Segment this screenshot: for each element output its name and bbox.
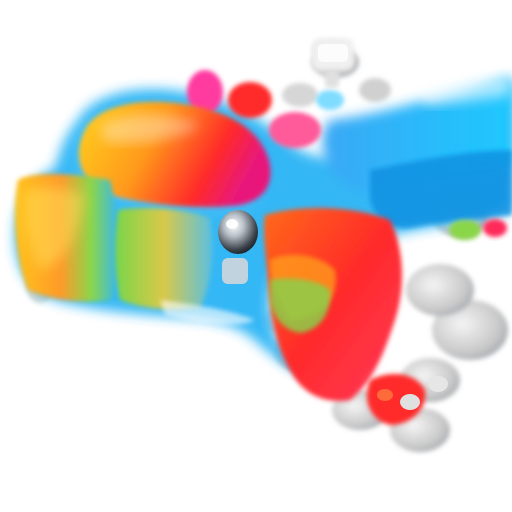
middle-color-block bbox=[115, 207, 213, 310]
left-color-block bbox=[15, 174, 118, 302]
glass-highlights bbox=[160, 75, 510, 325]
metal-sphere bbox=[218, 210, 258, 284]
blue-stream bbox=[322, 80, 512, 240]
top-white-cube bbox=[312, 38, 354, 88]
magenta-accents bbox=[187, 70, 344, 148]
lower-green-block bbox=[270, 278, 331, 333]
top-color-block bbox=[79, 101, 271, 207]
